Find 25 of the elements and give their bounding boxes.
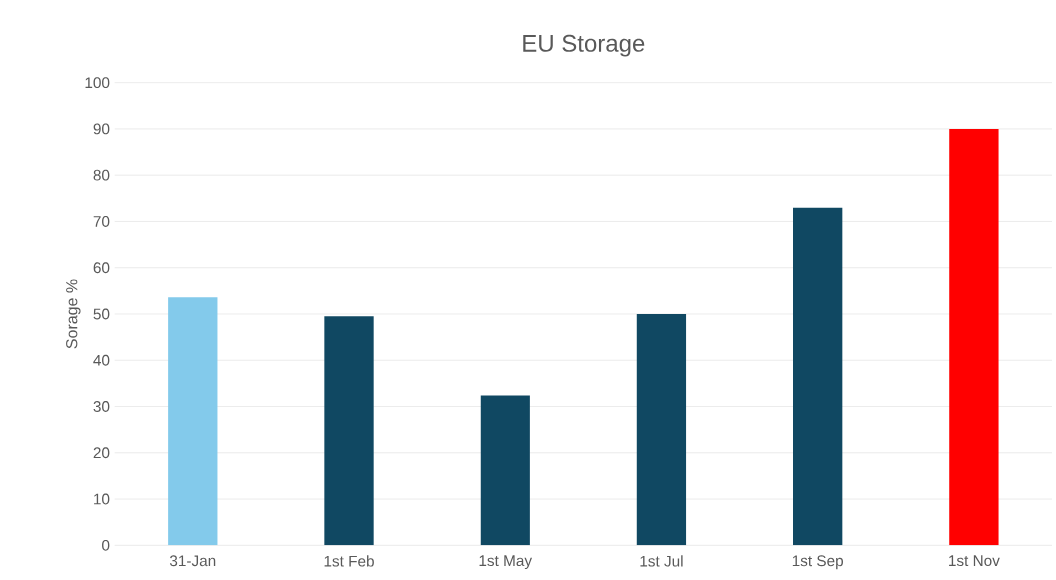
y-tick-label: 90 bbox=[93, 123, 110, 135]
y-tick-label: 10 bbox=[94, 493, 110, 505]
x-tick-label: 31-Jan bbox=[169, 555, 216, 567]
x-tick-label: 1st Nov bbox=[949, 555, 1000, 567]
y-tick-label: 100 bbox=[85, 77, 110, 89]
x-tick-label: 1st May bbox=[479, 555, 533, 570]
y-axis-title: Sorage % bbox=[66, 279, 81, 349]
bar bbox=[793, 207, 843, 546]
bar bbox=[324, 316, 374, 546]
y-tick-label: 70 bbox=[93, 216, 110, 227]
y-tick-label: 50 bbox=[93, 308, 110, 320]
chart-title: EU Storage bbox=[523, 34, 645, 57]
y-tick-label: 40 bbox=[93, 354, 110, 366]
y-tick-label: 80 bbox=[93, 169, 110, 181]
x-tick-label: 1st Jul bbox=[640, 555, 683, 567]
y-tick-label: 20 bbox=[93, 447, 110, 459]
bar bbox=[168, 297, 218, 546]
y-tick-label: 0 bbox=[102, 539, 110, 551]
x-tick-label: 1st Feb bbox=[324, 555, 374, 567]
bar bbox=[949, 128, 999, 546]
x-tick-label: 1st Sep bbox=[792, 555, 844, 570]
bar bbox=[480, 395, 530, 546]
y-tick-label: 60 bbox=[93, 262, 110, 274]
y-tick-label: 30 bbox=[93, 401, 110, 412]
bar bbox=[636, 313, 687, 546]
